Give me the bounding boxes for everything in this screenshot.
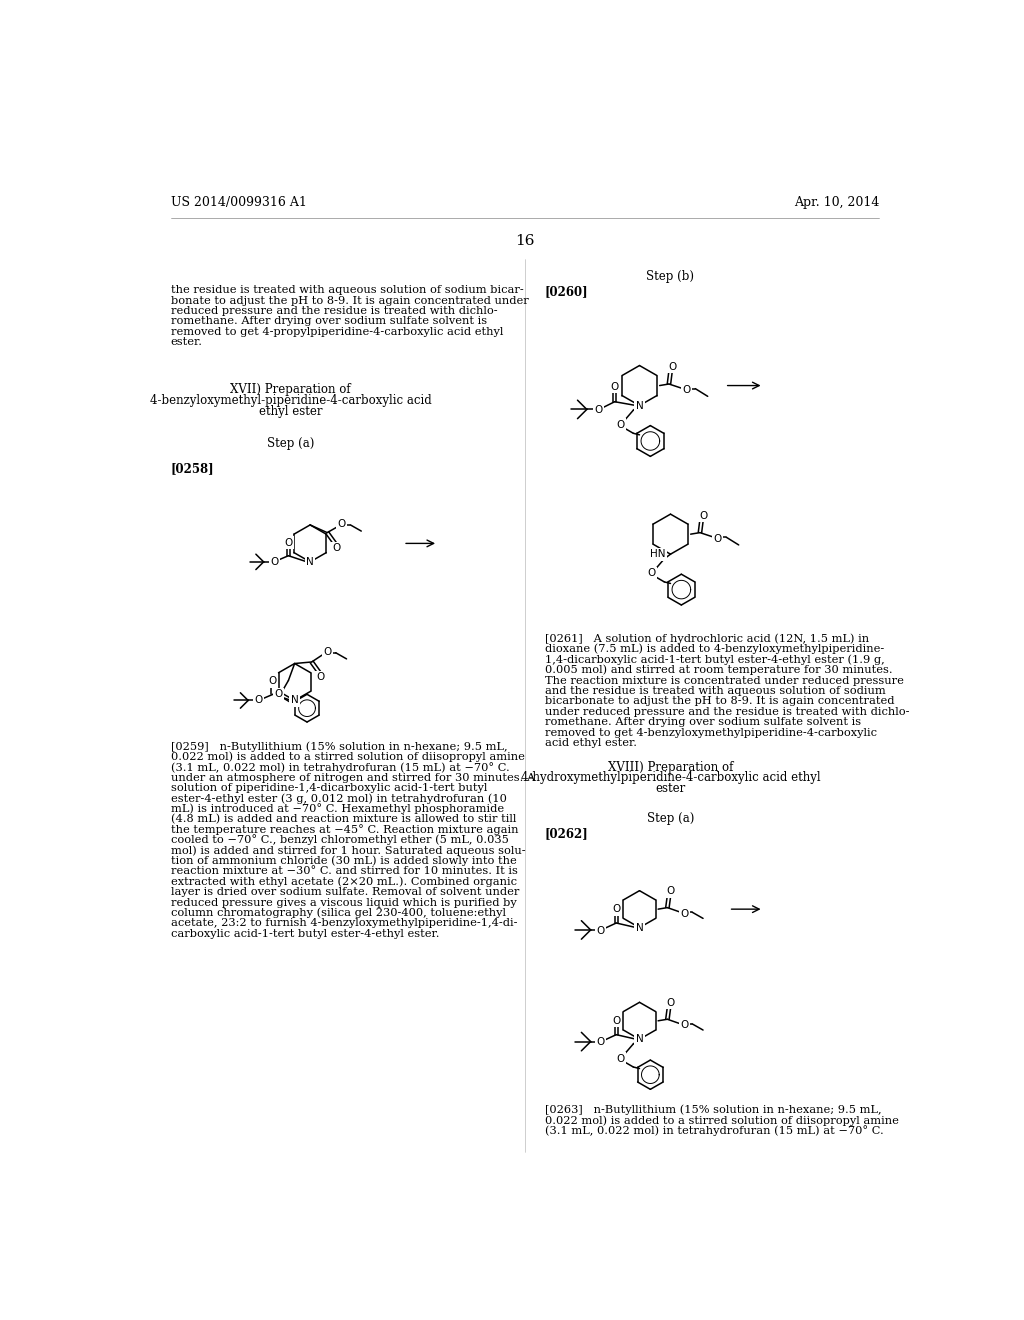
Text: O: O bbox=[668, 362, 676, 372]
Text: [0260]: [0260] bbox=[545, 285, 589, 298]
Text: the temperature reaches at −45° C. Reaction mixture again: the temperature reaches at −45° C. React… bbox=[171, 824, 518, 836]
Text: bicarbonate to adjust the pH to 8-9. It is again concentrated: bicarbonate to adjust the pH to 8-9. It … bbox=[545, 697, 894, 706]
Text: mol) is added and stirred for 1 hour. Saturated aqueous solu-: mol) is added and stirred for 1 hour. Sa… bbox=[171, 845, 525, 855]
Text: extracted with ethyl acetate (2×20 mL.). Combined organic: extracted with ethyl acetate (2×20 mL.).… bbox=[171, 876, 517, 887]
Text: O: O bbox=[274, 689, 283, 700]
Text: [0263]   n-Butyllithium (15% solution in n-hexane; 9.5 mL,: [0263] n-Butyllithium (15% solution in n… bbox=[545, 1105, 882, 1115]
Text: O: O bbox=[268, 676, 278, 686]
Text: [0259]   n-Butyllithium (15% solution in n-hexane; 9.5 mL,: [0259] n-Butyllithium (15% solution in n… bbox=[171, 742, 507, 752]
Text: 0.005 mol) and stirred at room temperature for 30 minutes.: 0.005 mol) and stirred at room temperatu… bbox=[545, 664, 893, 675]
Text: cooled to −70° C., benzyl chloromethyl ether (5 mL, 0.035: cooled to −70° C., benzyl chloromethyl e… bbox=[171, 834, 509, 845]
Text: ethyl ester: ethyl ester bbox=[259, 405, 323, 418]
Text: XVIII) Preparation of: XVIII) Preparation of bbox=[608, 760, 733, 774]
Text: romethane. After drying over sodium sulfate solvent is: romethane. After drying over sodium sulf… bbox=[545, 717, 861, 727]
Text: acid ethyl ester.: acid ethyl ester. bbox=[545, 738, 637, 748]
Text: mL) is introduced at −70° C. Hexamethyl phosphoramide: mL) is introduced at −70° C. Hexamethyl … bbox=[171, 804, 504, 814]
Text: [0261]   A solution of hydrochloric acid (12N, 1.5 mL) in: [0261] A solution of hydrochloric acid (… bbox=[545, 634, 869, 644]
Text: O: O bbox=[597, 1038, 605, 1047]
Text: O: O bbox=[612, 904, 621, 915]
Text: O: O bbox=[323, 647, 332, 657]
Text: Step (a): Step (a) bbox=[647, 812, 694, 825]
Text: O: O bbox=[270, 557, 279, 566]
Text: reduced pressure gives a viscous liquid which is purified by: reduced pressure gives a viscous liquid … bbox=[171, 898, 516, 908]
Text: removed to get 4-benzyloxymethylpiperidine-4-carboxylic: removed to get 4-benzyloxymethylpiperidi… bbox=[545, 727, 877, 738]
Text: (3.1 mL, 0.022 mol) in tetrahydrofuran (15 mL) at −70° C.: (3.1 mL, 0.022 mol) in tetrahydrofuran (… bbox=[545, 1125, 884, 1137]
Text: 0.022 mol) is added to a stirred solution of diisopropyl amine: 0.022 mol) is added to a stirred solutio… bbox=[171, 751, 524, 762]
Text: bonate to adjust the pH to 8-9. It is again concentrated under: bonate to adjust the pH to 8-9. It is ag… bbox=[171, 296, 528, 305]
Text: reduced pressure and the residue is treated with dichlo-: reduced pressure and the residue is trea… bbox=[171, 306, 498, 315]
Text: Apr. 10, 2014: Apr. 10, 2014 bbox=[794, 197, 879, 209]
Text: Step (b): Step (b) bbox=[646, 271, 694, 282]
Text: under an atmosphere of nitrogen and stirred for 30 minutes. A: under an atmosphere of nitrogen and stir… bbox=[171, 774, 535, 783]
Text: O: O bbox=[333, 543, 341, 553]
Text: O: O bbox=[680, 1020, 688, 1031]
Text: N: N bbox=[636, 923, 643, 933]
Text: solution of piperidine-1,4-dicarboxylic acid-1-tert butyl: solution of piperidine-1,4-dicarboxylic … bbox=[171, 783, 487, 793]
Text: O: O bbox=[714, 533, 722, 544]
Text: O: O bbox=[667, 998, 675, 1008]
Text: O: O bbox=[683, 385, 691, 395]
Text: N: N bbox=[636, 400, 643, 411]
Text: 0.022 mol) is added to a stirred solution of diisopropyl amine: 0.022 mol) is added to a stirred solutio… bbox=[545, 1115, 899, 1126]
Text: ester-4-ethyl ester (3 g, 0.012 mol) in tetrahydrofuran (10: ester-4-ethyl ester (3 g, 0.012 mol) in … bbox=[171, 793, 507, 804]
Text: O: O bbox=[597, 925, 605, 936]
Text: Step (a): Step (a) bbox=[267, 437, 314, 450]
Text: removed to get 4-propylpiperidine-4-carboxylic acid ethyl: removed to get 4-propylpiperidine-4-carb… bbox=[171, 327, 503, 337]
Text: [0258]: [0258] bbox=[171, 462, 214, 475]
Text: carboxylic acid-1-tert butyl ester-4-ethyl ester.: carboxylic acid-1-tert butyl ester-4-eth… bbox=[171, 929, 439, 939]
Text: acetate, 23:2 to furnish 4-benzyloxymethylpiperidine-1,4-di-: acetate, 23:2 to furnish 4-benzyloxymeth… bbox=[171, 919, 517, 928]
Text: (3.1 mL, 0.022 mol) in tetrahydrofuran (15 mL) at −70° C.: (3.1 mL, 0.022 mol) in tetrahydrofuran (… bbox=[171, 762, 509, 772]
Text: 1,4-dicarboxylic acid-1-tert butyl ester-4-ethyl ester (1.9 g,: 1,4-dicarboxylic acid-1-tert butyl ester… bbox=[545, 655, 885, 665]
Text: US 2014/0099316 A1: US 2014/0099316 A1 bbox=[171, 197, 306, 209]
Text: N: N bbox=[291, 696, 299, 705]
Text: O: O bbox=[316, 672, 325, 682]
Text: column chromatography (silica gel 230-400, toluene:ethyl: column chromatography (silica gel 230-40… bbox=[171, 908, 506, 919]
Text: O: O bbox=[337, 519, 345, 529]
Text: O: O bbox=[610, 381, 618, 392]
Text: O: O bbox=[667, 887, 675, 896]
Text: tion of ammonium chloride (30 mL) is added slowly into the: tion of ammonium chloride (30 mL) is add… bbox=[171, 855, 516, 866]
Text: [0262]: [0262] bbox=[545, 828, 589, 841]
Text: under reduced pressure and the residue is treated with dichlo-: under reduced pressure and the residue i… bbox=[545, 706, 909, 717]
Text: 16: 16 bbox=[515, 234, 535, 248]
Text: reaction mixture at −30° C. and stirred for 10 minutes. It is: reaction mixture at −30° C. and stirred … bbox=[171, 866, 517, 876]
Text: and the residue is treated with aqueous solution of sodium: and the residue is treated with aqueous … bbox=[545, 686, 886, 696]
Text: ester.: ester. bbox=[171, 337, 203, 347]
Text: O: O bbox=[699, 511, 708, 520]
Text: O: O bbox=[616, 1053, 625, 1064]
Text: dioxane (7.5 mL) is added to 4-benzyloxymethylpiperidine-: dioxane (7.5 mL) is added to 4-benzyloxy… bbox=[545, 644, 884, 655]
Text: XVII) Preparation of: XVII) Preparation of bbox=[230, 383, 351, 396]
Text: O: O bbox=[647, 569, 655, 578]
Text: the residue is treated with aqueous solution of sodium bicar-: the residue is treated with aqueous solu… bbox=[171, 285, 523, 296]
Text: O: O bbox=[285, 537, 293, 548]
Text: O: O bbox=[612, 1016, 621, 1026]
Text: O: O bbox=[616, 420, 625, 430]
Text: HN: HN bbox=[650, 549, 666, 560]
Text: 4-hydroxymethylpiperidine-4-carboxylic acid ethyl: 4-hydroxymethylpiperidine-4-carboxylic a… bbox=[520, 771, 820, 784]
Text: 4-benzyloxymethyl-piperidine-4-carboxylic acid: 4-benzyloxymethyl-piperidine-4-carboxyli… bbox=[150, 395, 432, 407]
Text: (4.8 mL) is added and reaction mixture is allowed to stir till: (4.8 mL) is added and reaction mixture i… bbox=[171, 814, 516, 825]
Text: O: O bbox=[594, 405, 602, 416]
Text: The reaction mixture is concentrated under reduced pressure: The reaction mixture is concentrated und… bbox=[545, 676, 904, 685]
Text: layer is dried over sodium sulfate. Removal of solvent under: layer is dried over sodium sulfate. Remo… bbox=[171, 887, 519, 898]
Text: O: O bbox=[680, 908, 688, 919]
Text: ester: ester bbox=[655, 783, 686, 795]
Text: N: N bbox=[306, 557, 314, 566]
Text: O: O bbox=[255, 696, 263, 705]
Text: N: N bbox=[636, 1035, 643, 1044]
Text: romethane. After drying over sodium sulfate solvent is: romethane. After drying over sodium sulf… bbox=[171, 317, 486, 326]
